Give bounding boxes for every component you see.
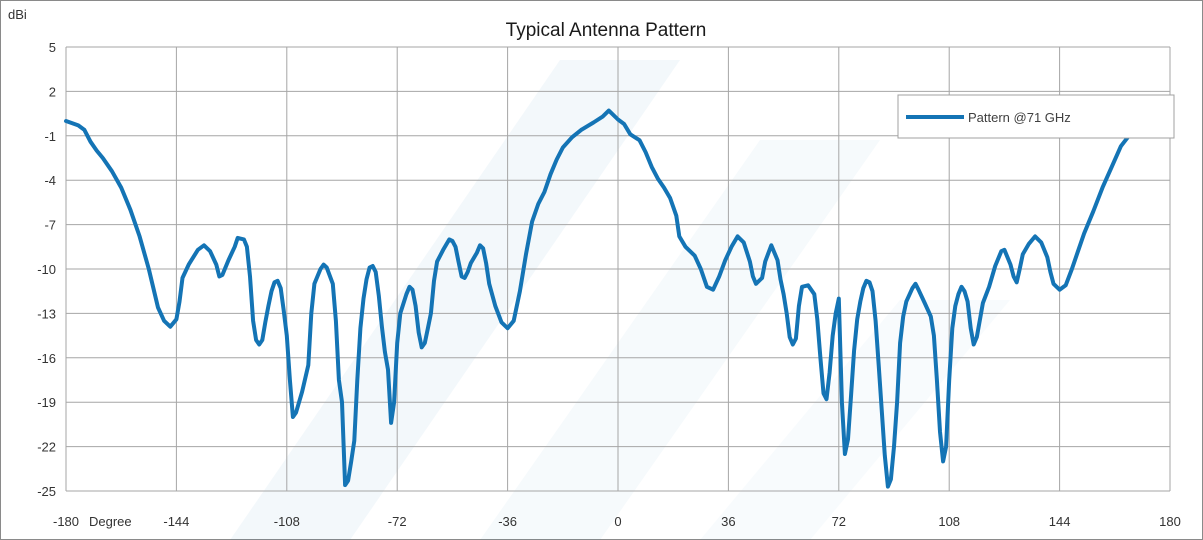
y-tick-labels: 5 2 -1 -4 -7 -10 -13 -16 -19 -22 -25 xyxy=(37,40,56,499)
chart-title: Typical Antenna Pattern xyxy=(506,20,707,41)
series-layer xyxy=(64,108,1172,489)
y-tick-label: -13 xyxy=(37,306,56,321)
grid-lines xyxy=(65,46,1171,492)
y-tick-label: 2 xyxy=(49,84,56,99)
x-tick-label: -36 xyxy=(498,514,517,529)
y-tick-label: -1 xyxy=(44,129,56,144)
x-axis-label: Degree xyxy=(89,514,132,529)
x-tick-label: -72 xyxy=(388,514,407,529)
x-tick-label: 108 xyxy=(938,514,960,529)
y-tick-label: 5 xyxy=(49,40,56,55)
legend-label: Pattern @71 GHz xyxy=(968,110,1071,125)
y-tick-label: -25 xyxy=(37,484,56,499)
y-tick-label: -16 xyxy=(37,351,56,366)
y-tick-label: -7 xyxy=(44,218,56,233)
x-tick-label: 36 xyxy=(721,514,735,529)
x-tick-label: -180 xyxy=(53,514,79,529)
series-line xyxy=(64,108,1172,489)
x-tick-labels: -180 -144 -108 -72 -36 0 36 72 108 144 180 xyxy=(53,514,1181,529)
legend: Pattern @71 GHz xyxy=(897,94,1175,139)
y-axis-label: dBi xyxy=(8,7,27,22)
x-tick-label: 180 xyxy=(1159,514,1181,529)
x-tick-label: 144 xyxy=(1049,514,1071,529)
watermark-stroke-right xyxy=(480,140,880,540)
x-tick-label: -144 xyxy=(163,514,189,529)
x-tick-label: 0 xyxy=(614,514,621,529)
y-tick-label: -22 xyxy=(37,440,56,455)
y-tick-label: -10 xyxy=(37,262,56,277)
x-tick-label: 72 xyxy=(832,514,846,529)
x-tick-label: -108 xyxy=(274,514,300,529)
y-tick-label: -4 xyxy=(44,173,56,188)
y-tick-label: -19 xyxy=(37,395,56,410)
